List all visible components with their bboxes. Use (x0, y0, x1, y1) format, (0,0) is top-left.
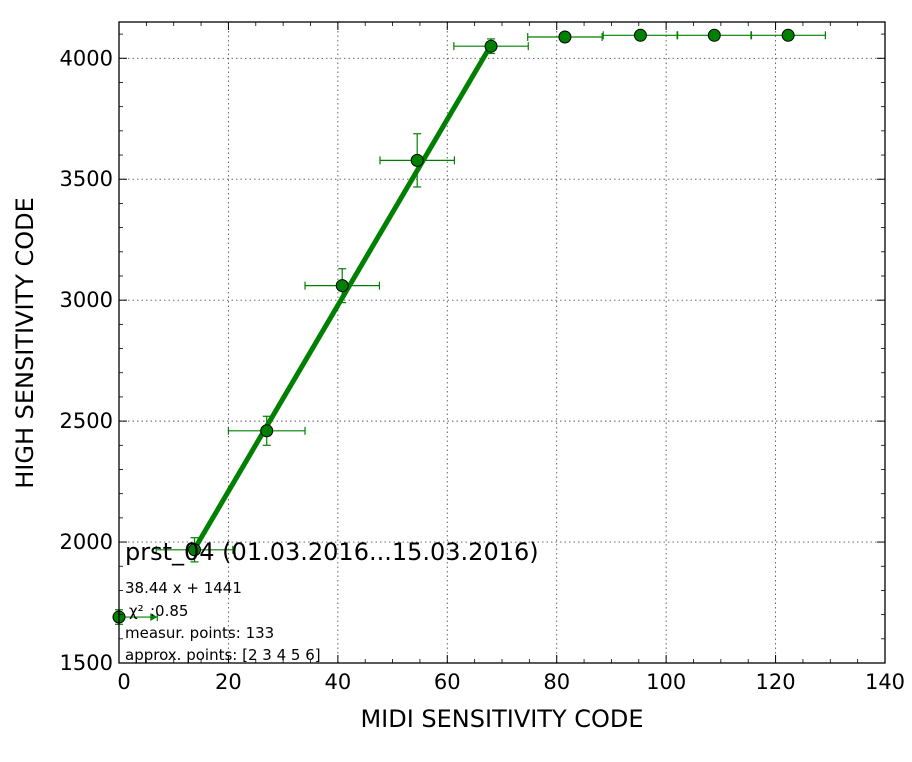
y-tick-label: 3000 (60, 288, 113, 312)
x-tick-label: 0 (117, 670, 130, 694)
annotation-title: prst_04 (01.03.2016...15.03.2016) (125, 538, 539, 566)
data-point (188, 543, 202, 557)
y-tick-label: 2500 (60, 409, 113, 433)
y-tick-label: 2000 (60, 530, 113, 554)
data-point (410, 153, 424, 167)
y-tick-label: 3500 (60, 167, 113, 191)
x-axis-label: MIDI SENSITIVITY CODE (360, 705, 643, 733)
x-tick-label: 100 (646, 670, 686, 694)
error-bars (115, 31, 826, 625)
annotation-equation: 38.44 x + 1441 (125, 579, 242, 597)
error-arrow-head (150, 613, 158, 622)
x-tick-label: 140 (865, 670, 905, 694)
annotation-block: prst_04 (01.03.2016...15.03.2016) 38.44 … (125, 538, 539, 664)
annotation-approx-points: approx. points: [2 3 4 5 6] (125, 646, 321, 664)
grid-lines (119, 22, 885, 663)
data-point (558, 30, 572, 44)
x-tick-label: 40 (324, 670, 351, 694)
plot-frame (118, 21, 886, 664)
annotation-chi-value: :0.85 (150, 602, 188, 620)
data-points (112, 28, 795, 624)
x-tick-label: 80 (543, 670, 570, 694)
x-tick-label: 20 (215, 670, 242, 694)
data-point (781, 28, 795, 42)
y-tick-label: 4000 (60, 46, 113, 70)
annotation-measur-points: measur. points: 133 (125, 624, 274, 642)
data-point (260, 424, 274, 438)
annotation-chi-symbol: χ² (129, 602, 144, 620)
y-tick-label: 1500 (60, 651, 113, 675)
data-point (633, 28, 647, 42)
tick-labels: 0 20 40 60 80 100 120 140 1500 2000 2500 3000 3500 40… (60, 46, 906, 694)
data-point (707, 28, 721, 42)
data-point (484, 39, 498, 53)
data-point (335, 279, 349, 293)
x-tick-label: 120 (756, 670, 796, 694)
x-tick-label: 60 (434, 670, 461, 694)
y-axis-label: HIGH SENSITIVITY CODE (11, 197, 39, 489)
axis-ticks (118, 22, 886, 664)
